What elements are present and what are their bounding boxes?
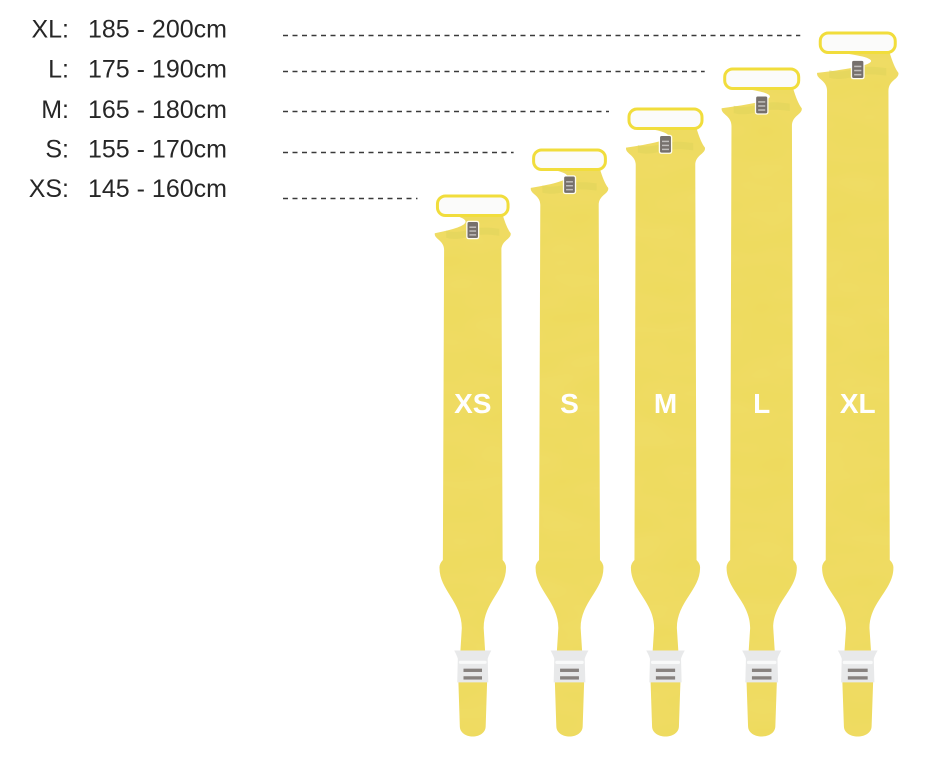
svg-text:165 - 180cm: 165 - 180cm <box>88 96 227 124</box>
svg-text:145 - 160cm: 145 - 160cm <box>88 175 227 203</box>
svg-text:S: S <box>560 388 579 419</box>
svg-text:M: M <box>654 388 677 419</box>
svg-text:155 - 170cm: 155 - 170cm <box>88 135 227 163</box>
svg-text:S:: S: <box>45 135 69 163</box>
svg-text:M:: M: <box>41 96 69 124</box>
svg-text:L: L <box>753 388 770 419</box>
svg-text:XS: XS <box>454 388 491 419</box>
svg-text:XS:: XS: <box>29 175 69 203</box>
svg-text:175 - 190cm: 175 - 190cm <box>88 56 227 84</box>
svg-text:XL:: XL: <box>31 16 69 44</box>
svg-text:L:: L: <box>48 56 69 84</box>
svg-text:XL: XL <box>840 388 876 419</box>
svg-text:185 - 200cm: 185 - 200cm <box>88 16 227 44</box>
